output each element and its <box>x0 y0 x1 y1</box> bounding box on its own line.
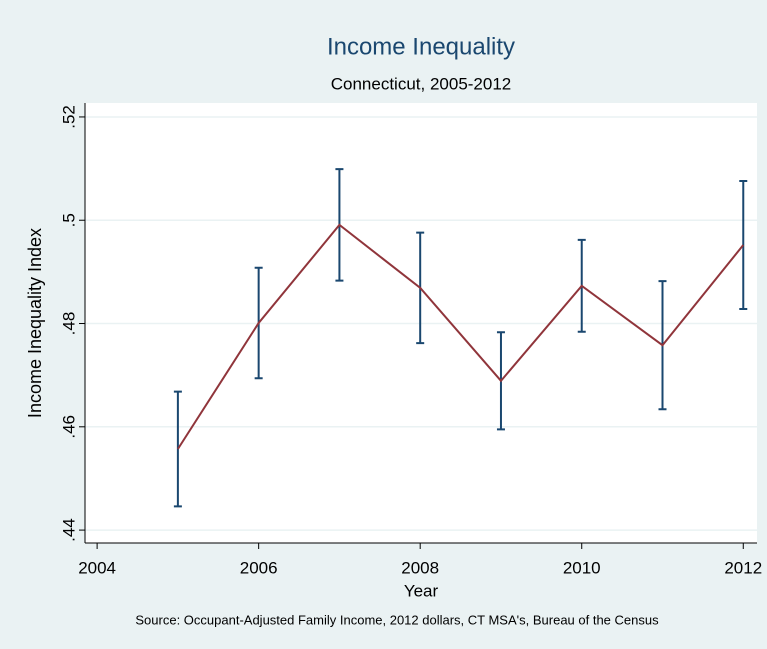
y-tick-label: .46 <box>59 415 78 439</box>
chart-title: Income Inequality <box>327 33 515 60</box>
y-tick-label: .44 <box>59 518 78 542</box>
chart-subtitle: Connecticut, 2005-2012 <box>331 74 512 93</box>
x-tick-label: 2010 <box>563 558 601 577</box>
x-tick-label: 2008 <box>401 558 439 577</box>
x-tick-label: 2004 <box>78 558 116 577</box>
data-line <box>177 223 745 450</box>
source-note: Source: Occupant-Adjusted Family Income,… <box>135 612 659 627</box>
x-tick-label: 2006 <box>240 558 278 577</box>
x-tick-label: 2012 <box>724 558 762 577</box>
x-axis-title: Year <box>404 581 439 600</box>
error-bar <box>739 179 748 311</box>
y-tick-label: .52 <box>59 105 78 129</box>
y-tick-label: .48 <box>59 312 78 336</box>
y-tick-label: .5 <box>59 213 78 227</box>
y-axis-title: Income Inequality Index <box>25 228 45 418</box>
